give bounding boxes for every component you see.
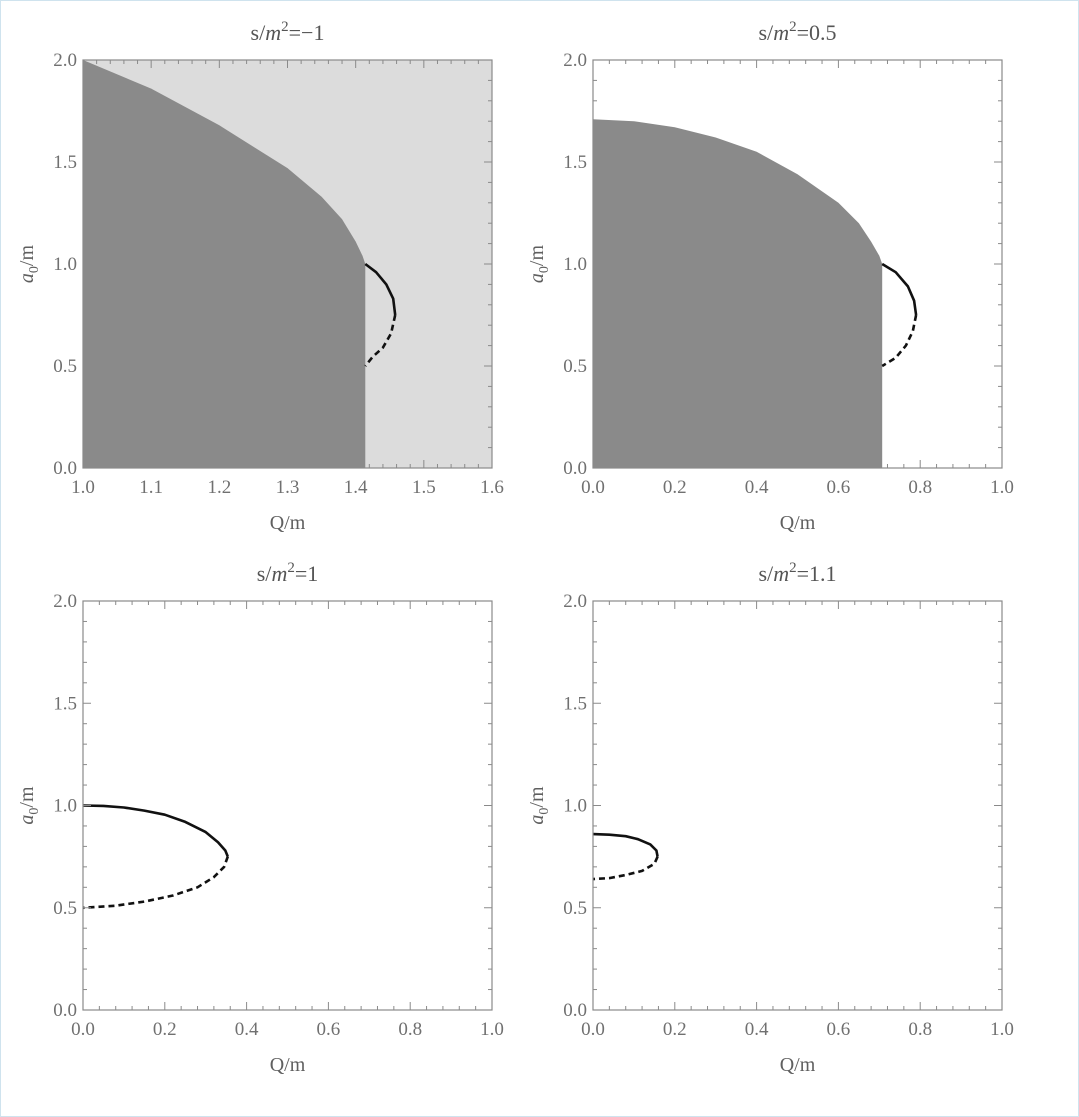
dashed-curve: [364, 314, 397, 367]
y-tick-label: 0.0: [563, 458, 587, 479]
x-tick-label: 0.2: [153, 1019, 177, 1040]
chart-panel-3: 0.0 0.2 0.4 0.6 0.8 1.0 0.0 0.5 1.0 1.5 2.0 Q/m a0/m…: [16, 560, 504, 1076]
y-tick-label: 0.5: [53, 356, 77, 377]
dark-region: [593, 119, 883, 468]
x-tick-label: 1.0: [990, 1019, 1014, 1040]
y-axis-label: a0/m: [16, 245, 42, 284]
y-axis-label: a0/m: [526, 245, 552, 284]
x-tick-label: 1.0: [480, 1019, 504, 1040]
y-tick-label: 0.0: [53, 1000, 77, 1021]
x-tick-label: 1.2: [207, 477, 231, 498]
solid-curve: [364, 262, 397, 316]
x-tick-label: 0.8: [908, 477, 932, 498]
x-tick-label: 0.8: [908, 1019, 932, 1040]
dashed-curve: [881, 314, 918, 368]
y-tick-label: 1.0: [53, 796, 77, 817]
x-tick-label: 1.6: [480, 477, 504, 498]
x-tick-label: 1.5: [412, 477, 436, 498]
plot-frame: [82, 600, 493, 1011]
dashed-curve: [83, 856, 230, 910]
y-tick-label: 1.5: [563, 693, 587, 714]
y-tick-label: 1.0: [53, 254, 77, 275]
dashed-curve: [593, 856, 659, 881]
x-tick-label: 0.0: [581, 477, 605, 498]
y-tick-label: 1.5: [53, 693, 77, 714]
chart-title: s/m2=1: [257, 560, 319, 586]
y-tick-label: 2.0: [53, 50, 77, 71]
chart-panel-4: 0.0 0.2 0.4 0.6 0.8 1.0 0.0 0.5 1.0 1.5 2.0 Q/m a0/m…: [526, 560, 1014, 1076]
x-axis-label: Q/m: [270, 1054, 306, 1076]
y-tick-label: 0.5: [563, 356, 587, 377]
x-tick-label: 0.6: [827, 477, 851, 498]
dark-region: [83, 60, 366, 468]
y-tick-label: 1.0: [563, 796, 587, 817]
x-tick-label: 0.2: [663, 1019, 687, 1040]
y-tick-label: 1.5: [53, 152, 77, 173]
y-tick-label: 0.5: [53, 898, 77, 919]
chart-title: s/m2=0.5: [759, 19, 837, 45]
x-tick-label: 0.4: [235, 1019, 259, 1040]
x-tick-label: 0.2: [663, 477, 687, 498]
y-tick-label: 0.5: [563, 898, 587, 919]
x-axis-label: Q/m: [780, 1054, 816, 1076]
y-axis-label: a0/m: [16, 786, 42, 825]
chart-title: s/m2=−1: [251, 19, 325, 45]
x-tick-label: 1.0: [71, 477, 95, 498]
y-tick-label: 1.0: [563, 254, 587, 275]
x-tick-label: 1.0: [990, 477, 1014, 498]
x-tick-label: 0.4: [745, 477, 769, 498]
plot-frame: [592, 600, 1003, 1011]
x-tick-label: 1.4: [344, 477, 368, 498]
solid-curve: [881, 262, 918, 316]
solid-curve: [83, 804, 230, 858]
x-tick-label: 1.3: [276, 477, 300, 498]
y-axis-label: a0/m: [526, 786, 552, 825]
x-tick-label: 0.4: [745, 1019, 769, 1040]
chart-panel-2: 0.0 0.2 0.4 0.6 0.8 1.0 0.0 0.5 1.0 1.5 2.0 Q/m a0/m…: [526, 19, 1014, 534]
y-tick-label: 1.5: [563, 152, 587, 173]
y-tick-label: 0.0: [53, 458, 77, 479]
x-tick-label: 1.1: [139, 477, 163, 498]
y-tick-label: 0.0: [563, 1000, 587, 1021]
x-tick-label: 0.6: [827, 1019, 851, 1040]
chart-panel-1: 1.0 1.1 1.2 1.3 1.4 1.5 1.6 0.0 0.5 1.0 1.5 2.0 Q/m a…: [16, 19, 504, 534]
x-tick-label: 0.8: [398, 1019, 422, 1040]
x-axis-label: Q/m: [780, 512, 816, 534]
x-tick-label: 0.0: [581, 1019, 605, 1040]
x-axis-label: Q/m: [270, 512, 306, 534]
chart-title: s/m2=1.1: [759, 560, 837, 586]
x-tick-label: 0.0: [71, 1019, 95, 1040]
y-tick-label: 2.0: [563, 50, 587, 71]
y-tick-label: 2.0: [53, 591, 77, 612]
solid-curve: [593, 832, 659, 857]
x-tick-label: 0.6: [317, 1019, 341, 1040]
y-tick-label: 2.0: [563, 591, 587, 612]
